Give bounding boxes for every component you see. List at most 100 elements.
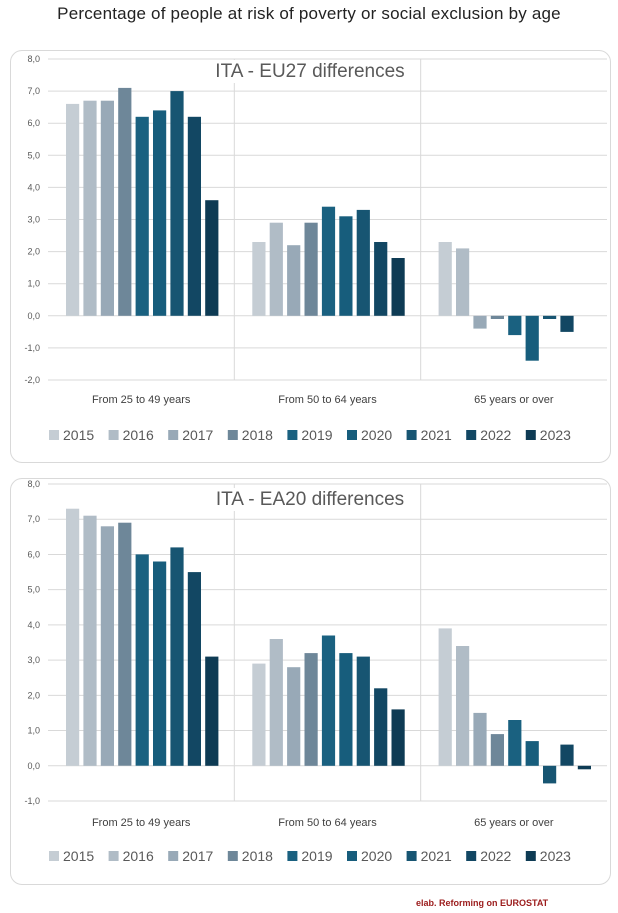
bar-2021-65-years-or-over [543, 765, 557, 784]
bar-2023-from-50-to-64-years [391, 258, 405, 316]
bar-2016-from-50-to-64-years [269, 222, 283, 316]
bar-2018-from-50-to-64-years [304, 653, 318, 766]
bar-2021-from-50-to-64-years [356, 209, 370, 316]
chart-panel-ea20: -1,0 0,0 1,0 2,0 3,0 4,0 5,0 6,0 7,0 8,0 From 25 t… [10, 478, 611, 885]
legend-swatch-2023 [525, 851, 536, 861]
bar-2022-65-years-or-over [560, 744, 574, 766]
y-tick-label: 7,0 [27, 86, 40, 96]
y-tick-label: 5,0 [27, 585, 40, 595]
bar-2018-from-25-to-49-years [118, 522, 132, 766]
chart-title: ITA - EA20 differences [216, 489, 404, 510]
legend-label-2022: 2022 [480, 427, 511, 443]
legend-label-2016: 2016 [123, 848, 154, 864]
y-tick-label: 1,0 [27, 279, 40, 289]
legend-swatch-2021 [406, 851, 417, 861]
legend-swatch-2016 [108, 851, 119, 861]
x-category-label: From 25 to 49 years [92, 394, 191, 406]
bar-2015-65-years-or-over [438, 242, 452, 316]
bar-2017-from-25-to-49-years [100, 100, 114, 316]
bar-2017-from-50-to-64-years [287, 245, 301, 316]
bar-2019-from-50-to-64-years [321, 635, 336, 766]
legend-swatch-2016 [108, 430, 119, 440]
bar-2023-from-25-to-49-years [205, 656, 219, 766]
bar-2020-from-50-to-64-years [339, 216, 353, 316]
bar-2022-from-50-to-64-years [374, 242, 388, 316]
legend-label-2016: 2016 [123, 427, 154, 443]
y-tick-label: 8,0 [27, 479, 40, 489]
bar-2019-from-25-to-49-years [135, 554, 149, 766]
y-tick-label: 6,0 [27, 118, 40, 128]
bar-2019-65-years-or-over [508, 315, 522, 336]
legend-label-2023: 2023 [540, 427, 571, 443]
bar-2017-from-50-to-64-years [287, 667, 301, 766]
chart-eu27: -2,0 -1,0 0,0 1,0 2,0 3,0 4,0 5,0 6,0 7,0 8,0 From … [24, 54, 607, 443]
bar-2016-from-25-to-49-years [83, 515, 97, 766]
bar-2023-65-years-or-over [577, 765, 591, 770]
bar-2015-65-years-or-over [438, 628, 452, 766]
legend-label-2019: 2019 [301, 427, 332, 443]
bar-2022-from-50-to-64-years [374, 688, 388, 766]
x-category-label: From 25 to 49 years [92, 817, 191, 829]
chart-ea20: -1,0 0,0 1,0 2,0 3,0 4,0 5,0 6,0 7,0 8,0 From 25 t… [24, 479, 607, 864]
chart-title: ITA - EU27 differences [215, 61, 404, 82]
bar-2020-from-25-to-49-years [153, 561, 167, 766]
legend-label-2020: 2020 [361, 427, 392, 443]
legend-swatch-2017 [168, 430, 179, 440]
bar-2023-from-25-to-49-years [205, 200, 219, 316]
legend-label-2015: 2015 [63, 848, 94, 864]
legend-label-2023: 2023 [540, 848, 571, 864]
y-tick-label: 3,0 [27, 655, 40, 665]
y-tick-label: -1,0 [24, 343, 40, 353]
bar-2022-from-25-to-49-years [187, 572, 201, 766]
bar-2022-from-25-to-49-years [187, 116, 201, 316]
bar-2016-65-years-or-over [456, 646, 470, 766]
y-tick-label: 2,0 [27, 247, 40, 257]
y-tick-label: 0,0 [27, 311, 40, 321]
bar-2020-65-years-or-over [525, 315, 539, 361]
legend-swatch-2020 [347, 851, 357, 861]
legend-swatch-2019 [287, 851, 298, 861]
source-note: elab. Reforming on EUROSTAT [416, 898, 549, 908]
bar-2019-from-25-to-49-years [135, 116, 149, 316]
legend-swatch-2018 [227, 851, 238, 861]
legend-swatch-2018 [227, 430, 238, 440]
legend-swatch-2017 [168, 851, 179, 861]
legend-label-2021: 2021 [421, 427, 452, 443]
y-tick-label: 3,0 [27, 215, 40, 225]
chart-title-group: ITA - EU27 differences [209, 60, 411, 83]
y-tick-label: -2,0 [24, 375, 40, 385]
legend-label-2020: 2020 [361, 848, 392, 864]
bar-2021-from-50-to-64-years [356, 656, 370, 766]
bar-2021-from-25-to-49-years [170, 547, 184, 766]
bar-2019-from-50-to-64-years [321, 206, 336, 316]
legend-label-2017: 2017 [182, 848, 213, 864]
legend-label-2015: 2015 [63, 427, 94, 443]
bar-2023-from-50-to-64-years [391, 709, 405, 766]
legend-label-2018: 2018 [242, 427, 273, 443]
y-tick-label: 7,0 [27, 514, 40, 524]
y-tick-label: 0,0 [27, 761, 40, 771]
y-tick-label: 6,0 [27, 549, 40, 559]
bar-2020-from-25-to-49-years [153, 110, 167, 316]
y-tick-label: 8,0 [27, 54, 40, 64]
legend-label-2019: 2019 [301, 848, 332, 864]
legend-label-2021: 2021 [421, 848, 452, 864]
bar-2016-from-25-to-49-years [83, 100, 97, 316]
legend-swatch-2022 [466, 851, 477, 861]
bar-2015-from-50-to-64-years [252, 242, 266, 316]
chart-title-group: ITA - EA20 differences [209, 488, 411, 511]
legend-label-2022: 2022 [480, 848, 511, 864]
x-category-label: From 50 to 64 years [278, 394, 377, 406]
bar-2018-65-years-or-over [490, 315, 504, 319]
legend-swatch-2015 [49, 430, 59, 440]
y-tick-label: 4,0 [27, 620, 40, 630]
legend-swatch-2015 [49, 851, 59, 861]
legend-swatch-2021 [406, 430, 417, 440]
bar-2018-65-years-or-over [490, 734, 504, 766]
y-tick-label: 5,0 [27, 150, 40, 160]
y-tick-label: 2,0 [27, 690, 40, 700]
bar-2018-from-50-to-64-years [304, 222, 318, 316]
chart-panel-eu27: -2,0 -1,0 0,0 1,0 2,0 3,0 4,0 5,0 6,0 7,0 8,0 From … [10, 50, 611, 463]
legend-label-2017: 2017 [182, 427, 213, 443]
legend-swatch-2019 [287, 430, 298, 440]
